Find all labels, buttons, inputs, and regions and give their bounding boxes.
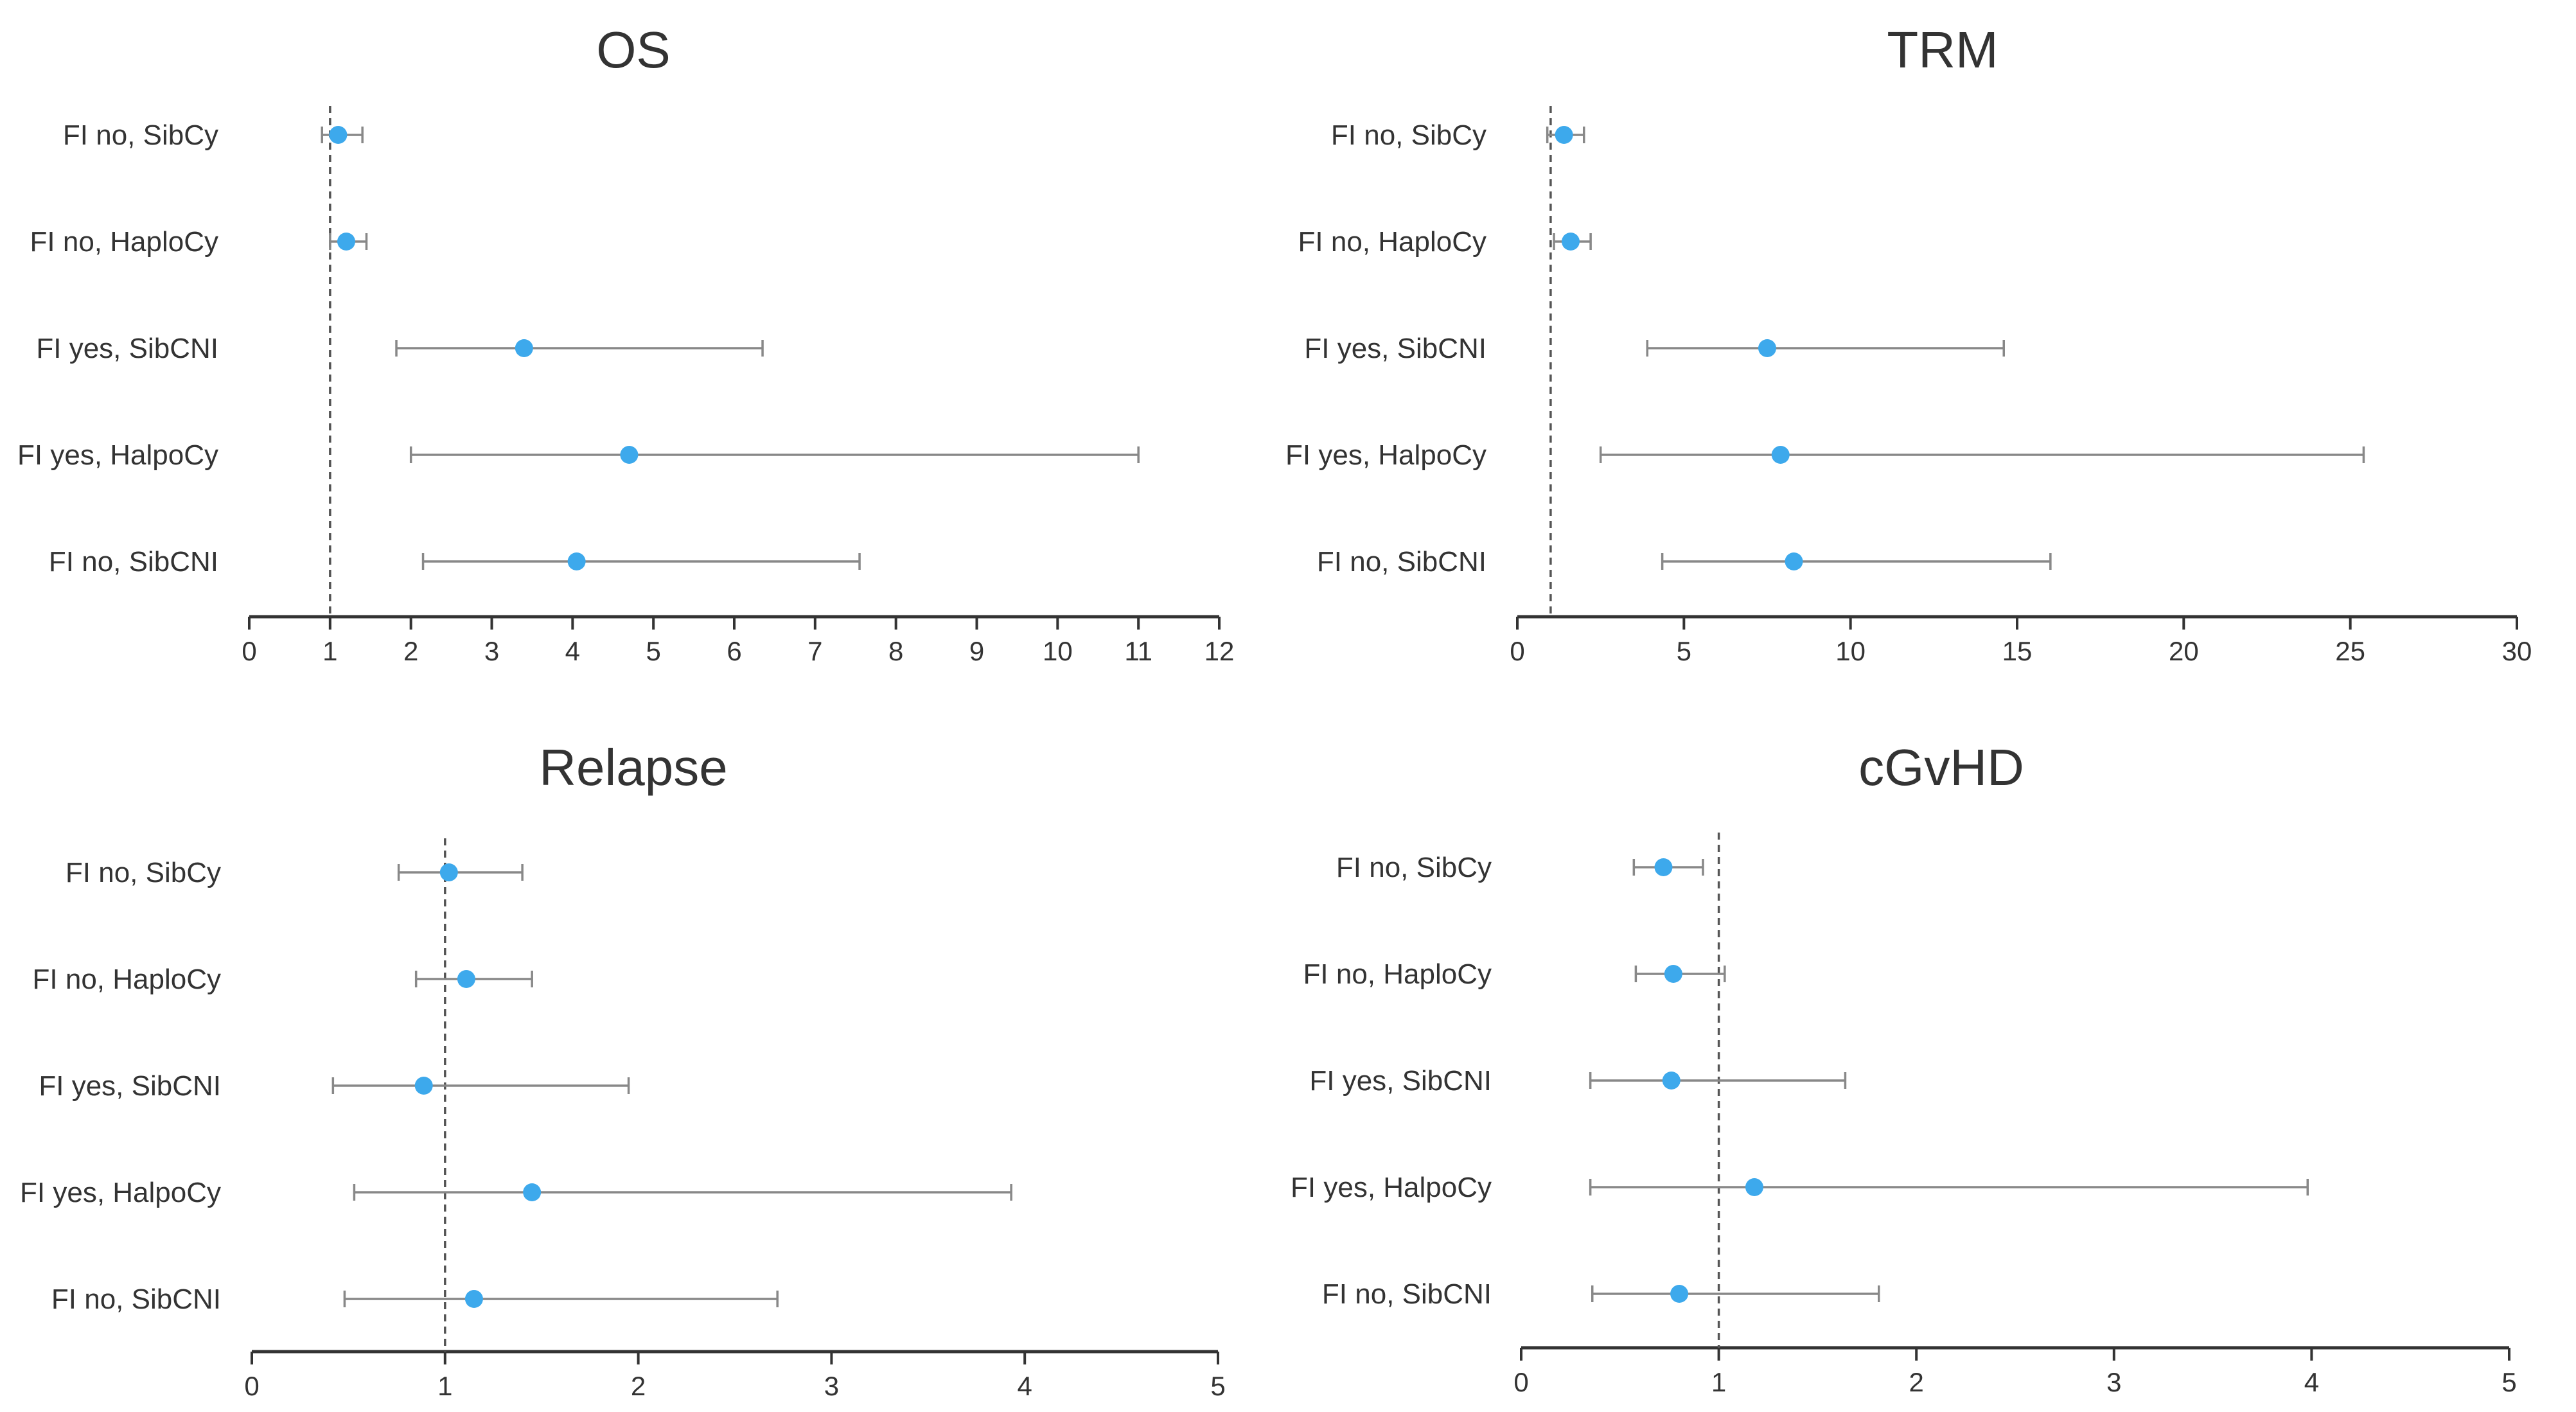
cgvhd-category-label: FI no, HaploCy: [1303, 958, 1492, 990]
relapse-chart-title: Relapse: [539, 739, 728, 796]
relapse-category-label: FI no, SibCNI: [51, 1284, 221, 1315]
cgvhd-category-label: FI yes, HalpoCy: [1291, 1172, 1492, 1203]
cgvhd-chart-title: cGvHD: [1858, 739, 2024, 796]
trm-tick-label: 5: [1677, 636, 1691, 666]
trm-tick-label: 25: [2335, 636, 2365, 666]
trm-tick-label: 10: [1835, 636, 1866, 666]
trm-category-label: FI yes, SibCNI: [1304, 333, 1486, 364]
trm-tick-label: 30: [2502, 636, 2532, 666]
os-tick-label: 9: [969, 636, 984, 666]
relapse-tick-label: 0: [244, 1371, 259, 1401]
trm-tick-label: 15: [2002, 636, 2033, 666]
os-category-label: FI yes, HalpoCy: [17, 439, 218, 471]
os-tick-label: 11: [1124, 636, 1152, 666]
trm-point-estimate: [1785, 552, 1803, 570]
os-tick-label: 3: [484, 636, 499, 666]
trm-tick-label: 0: [1510, 636, 1524, 666]
relapse-tick-label: 5: [1210, 1371, 1225, 1401]
os-point-estimate: [515, 339, 533, 357]
cgvhd-point-estimate: [1662, 1072, 1681, 1090]
cgvhd-category-label: FI yes, SibCNI: [1309, 1065, 1492, 1097]
os-tick-label: 0: [242, 636, 256, 666]
relapse-point-estimate: [464, 1290, 483, 1308]
os-tick-label: 1: [322, 636, 337, 666]
cgvhd-point-estimate: [1664, 965, 1682, 983]
os-point-estimate: [337, 233, 355, 251]
os-category-label: FI yes, SibCNI: [36, 333, 218, 364]
relapse-category-label: FI no, HaploCy: [33, 964, 221, 995]
relapse-tick-label: 1: [437, 1371, 452, 1401]
os-tick-label: 12: [1204, 636, 1235, 666]
cgvhd-category-label: FI no, SibCNI: [1322, 1278, 1492, 1310]
trm-point-estimate: [1758, 339, 1776, 357]
relapse-tick-label: 2: [631, 1371, 646, 1401]
os-tick-label: 7: [807, 636, 822, 666]
cgvhd-tick-label: 1: [1711, 1367, 1726, 1397]
os-chart-title: OS: [596, 21, 671, 78]
os-tick-label: 2: [403, 636, 418, 666]
cgvhd-tick-label: 5: [2501, 1367, 2516, 1397]
trm-category-label: FI yes, HalpoCy: [1285, 439, 1486, 471]
trm-point-estimate: [1561, 233, 1580, 251]
trm-point-estimate: [1555, 126, 1573, 144]
os-tick-label: 10: [1043, 636, 1073, 666]
relapse-category-label: FI yes, HalpoCy: [20, 1177, 221, 1208]
cgvhd-category-label: FI no, SibCy: [1336, 852, 1492, 883]
cgvhd-tick-label: 2: [1909, 1367, 1924, 1397]
cgvhd-point-estimate: [1745, 1178, 1763, 1196]
relapse-point-estimate: [414, 1077, 433, 1095]
relapse-category-label: FI yes, SibCNI: [39, 1070, 221, 1102]
relapse-tick-label: 3: [824, 1371, 839, 1401]
trm-category-label: FI no, SibCy: [1331, 119, 1486, 151]
os-point-estimate: [620, 446, 639, 464]
cgvhd-point-estimate: [1670, 1285, 1689, 1303]
trm-point-estimate: [1771, 446, 1790, 464]
trm-category-label: FI no, SibCNI: [1317, 546, 1486, 578]
os-category-label: FI no, SibCNI: [49, 546, 218, 578]
os-tick-label: 6: [727, 636, 741, 666]
trm-tick-label: 20: [2169, 636, 2199, 666]
os-point-estimate: [567, 552, 586, 570]
os-tick-label: 4: [565, 636, 580, 666]
cgvhd-tick-label: 0: [1513, 1367, 1528, 1397]
relapse-point-estimate: [457, 970, 475, 988]
cgvhd-tick-label: 4: [2304, 1367, 2319, 1397]
relapse-tick-label: 4: [1018, 1371, 1032, 1401]
trm-category-label: FI no, HaploCy: [1298, 226, 1486, 258]
cgvhd-point-estimate: [1654, 858, 1673, 876]
trm-chart-title: TRM: [1887, 21, 1998, 78]
relapse-category-label: FI no, SibCy: [66, 857, 221, 888]
relapse-point-estimate: [523, 1183, 542, 1201]
os-category-label: FI no, HaploCy: [30, 226, 218, 258]
os-category-label: FI no, SibCy: [63, 119, 218, 151]
os-tick-label: 5: [646, 636, 660, 666]
os-tick-label: 8: [888, 636, 903, 666]
cgvhd-tick-label: 3: [2106, 1367, 2121, 1397]
os-point-estimate: [329, 126, 348, 144]
relapse-point-estimate: [439, 863, 458, 881]
